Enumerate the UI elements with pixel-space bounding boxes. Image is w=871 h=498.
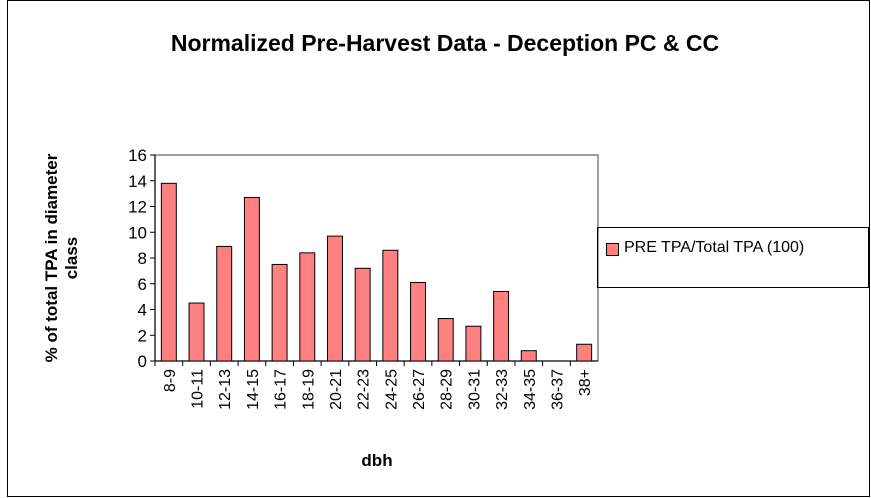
bar <box>576 343 593 362</box>
bar <box>520 350 537 362</box>
y-tick-label: 16 <box>128 146 147 165</box>
x-tick-label: 34-35 <box>522 369 539 410</box>
x-tick-label: 24-25 <box>383 369 400 410</box>
x-tick-label: 10-11 <box>190 369 207 409</box>
x-axis-title: dbh <box>361 451 392 470</box>
bar <box>243 196 260 362</box>
y-tick-label: 2 <box>138 326 147 345</box>
chart-border <box>7 0 870 497</box>
x-tick-label: 12-13 <box>217 369 234 410</box>
legend-label: PRE TPA/Total TPA (100) <box>624 239 805 256</box>
bar <box>354 267 371 362</box>
bar <box>326 235 343 362</box>
bar <box>188 302 205 362</box>
bar <box>160 182 177 362</box>
y-tick-label: 12 <box>128 198 147 217</box>
legend-swatch <box>606 243 619 256</box>
x-tick-label: 28-29 <box>439 369 456 410</box>
y-tick-label: 6 <box>138 275 147 294</box>
y-tick-label: 14 <box>128 172 147 191</box>
bar <box>299 252 316 362</box>
x-tick-label: 38+ <box>577 369 594 396</box>
y-axis-title: % of total TPA in diameter class <box>42 153 81 363</box>
legend: PRE TPA/Total TPA (100) <box>597 227 869 288</box>
chart-title: Normalized Pre-Harvest Data - Deception … <box>170 30 720 56</box>
bar <box>216 245 233 362</box>
x-tick-label: 30-31 <box>466 369 483 410</box>
x-tick-label: 32-33 <box>494 369 511 410</box>
x-tick-label: 16-17 <box>273 369 290 410</box>
x-tick-label: 22-23 <box>356 369 373 410</box>
bar <box>437 318 454 362</box>
y-tick-label: 4 <box>138 301 147 320</box>
x-tick-label: 14-15 <box>245 369 262 410</box>
bar <box>410 281 427 362</box>
bar <box>271 263 288 362</box>
y-tick-label: 0 <box>138 352 147 371</box>
bar <box>382 249 399 362</box>
x-tick-label: 20-21 <box>328 369 345 410</box>
y-tick-label: 8 <box>138 249 147 268</box>
x-tick-label: 26-27 <box>411 369 428 410</box>
y-tick-label: 10 <box>128 223 147 242</box>
bar <box>465 325 482 362</box>
x-tick-label: 36-37 <box>549 369 566 410</box>
bar <box>493 290 510 362</box>
x-tick-label: 8-9 <box>162 369 179 392</box>
x-tick-label: 18-19 <box>300 369 317 410</box>
